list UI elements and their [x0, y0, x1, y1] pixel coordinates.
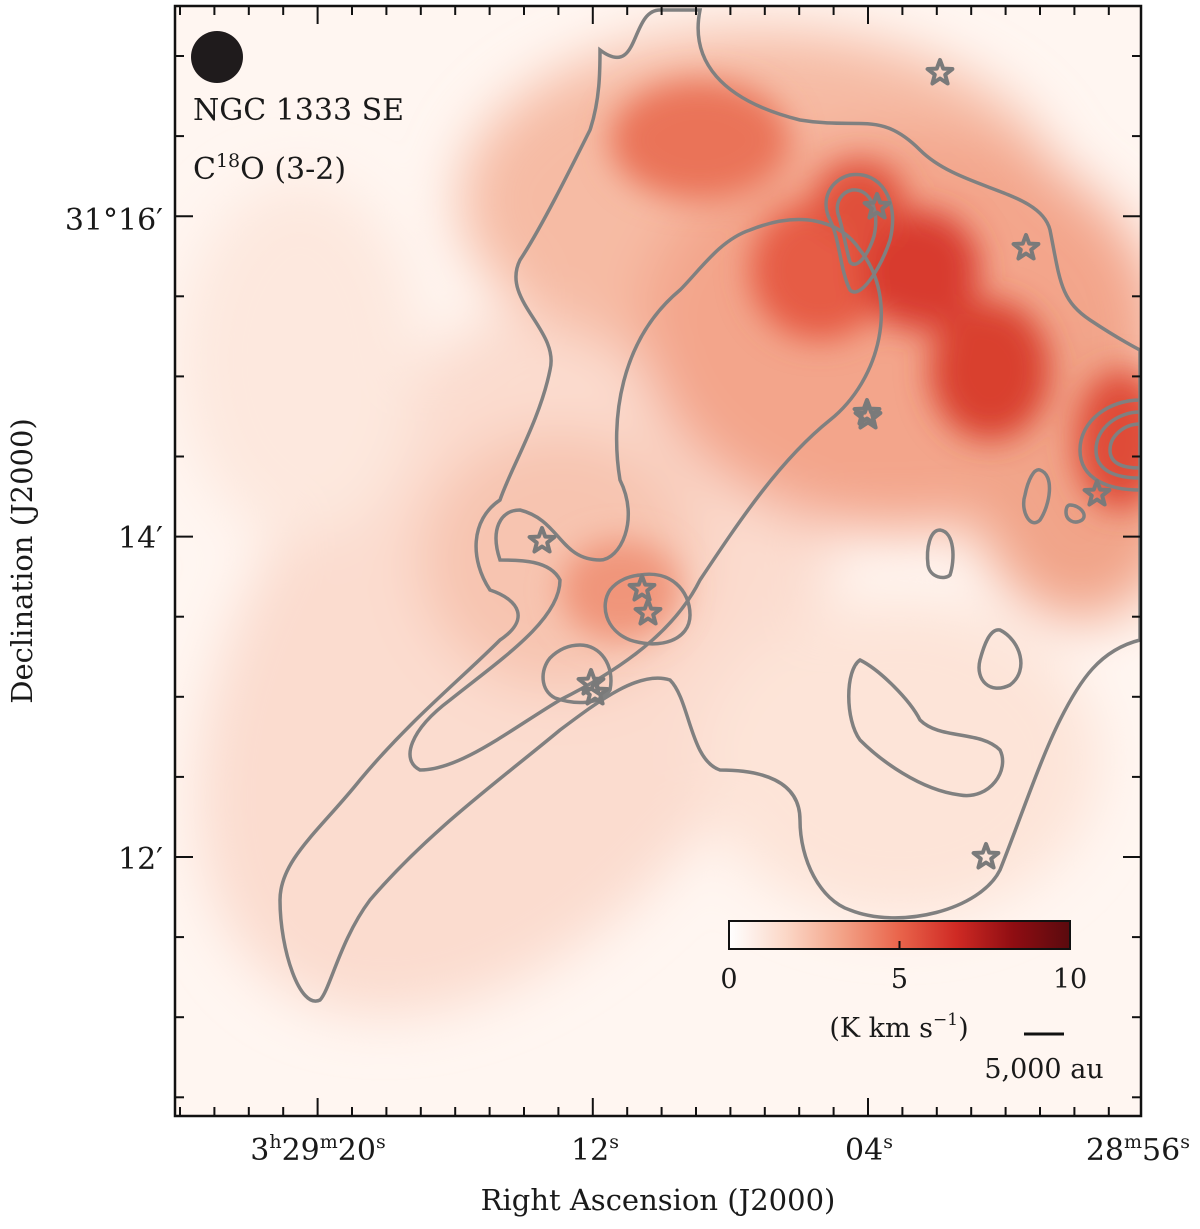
emission-peak-filament	[560, 540, 680, 640]
protostar-marker	[971, 842, 1001, 870]
protostar-marker	[580, 678, 610, 706]
protostar-marker	[853, 402, 883, 430]
contour-peak-ring-1	[824, 172, 895, 294]
contour-inner-filament	[408, 217, 883, 772]
map-title: NGC 1333 SE	[193, 93, 404, 128]
protostar-marker	[852, 398, 882, 426]
beam-ellipse	[191, 31, 243, 83]
colorbar: 0 5 10 (K km s−1)	[720, 920, 1087, 1044]
scale-bar-label: 5,000 au	[984, 1054, 1103, 1085]
colorbar-label: (K km s−1)	[829, 1010, 968, 1044]
contour-peak-ring-2	[835, 188, 878, 266]
y-axis-label: Declination (J2000)	[5, 418, 39, 704]
x-tick-label: 3h29m20s	[250, 1131, 386, 1168]
x-tick-label: 12s	[571, 1131, 619, 1168]
protostar-marker	[1082, 479, 1112, 507]
protostar-marker	[633, 598, 663, 626]
x-tick-label: 28m56s	[1086, 1131, 1190, 1168]
contour-edge-rings	[1078, 398, 1141, 492]
colorbar-tick-label: 5	[891, 964, 908, 995]
protostar-marker	[1011, 233, 1041, 261]
contour-small-mid	[925, 528, 955, 580]
line-label: C18O (3-2)	[193, 150, 346, 187]
protostar-layer	[527, 58, 1112, 870]
emission-peak-east-core	[930, 300, 1050, 440]
contour-south-lobe	[847, 657, 1005, 798]
contour-small-east	[1022, 468, 1052, 525]
x-axis-label: Right Ascension (J2000)	[481, 1183, 836, 1217]
contour-small-east-2	[1064, 503, 1086, 524]
contour-core-loop	[603, 572, 692, 646]
y-tick-label: 12′	[118, 842, 163, 877]
contour-knot	[541, 643, 613, 705]
protostar-marker	[527, 526, 557, 554]
emission-peak-north-ridge	[610, 80, 790, 200]
colorbar-tick-label: 10	[1053, 964, 1087, 995]
y-tick-label: 14′	[118, 521, 163, 556]
protostar-marker	[862, 192, 892, 220]
plot-frame	[173, 4, 1143, 1118]
contour-small-south	[977, 628, 1023, 690]
axis-ticks	[175, 6, 1141, 1116]
x-tick-label: 04s	[845, 1131, 893, 1168]
contour-outer	[278, 8, 1141, 1003]
emission-layer	[180, 30, 1141, 1015]
contour-layer	[278, 8, 1141, 1003]
colorbar-tick-label: 0	[720, 964, 737, 995]
y-tick-label: 31°16′	[65, 203, 163, 238]
protostar-marker	[925, 58, 955, 86]
protostar-marker	[627, 574, 657, 602]
